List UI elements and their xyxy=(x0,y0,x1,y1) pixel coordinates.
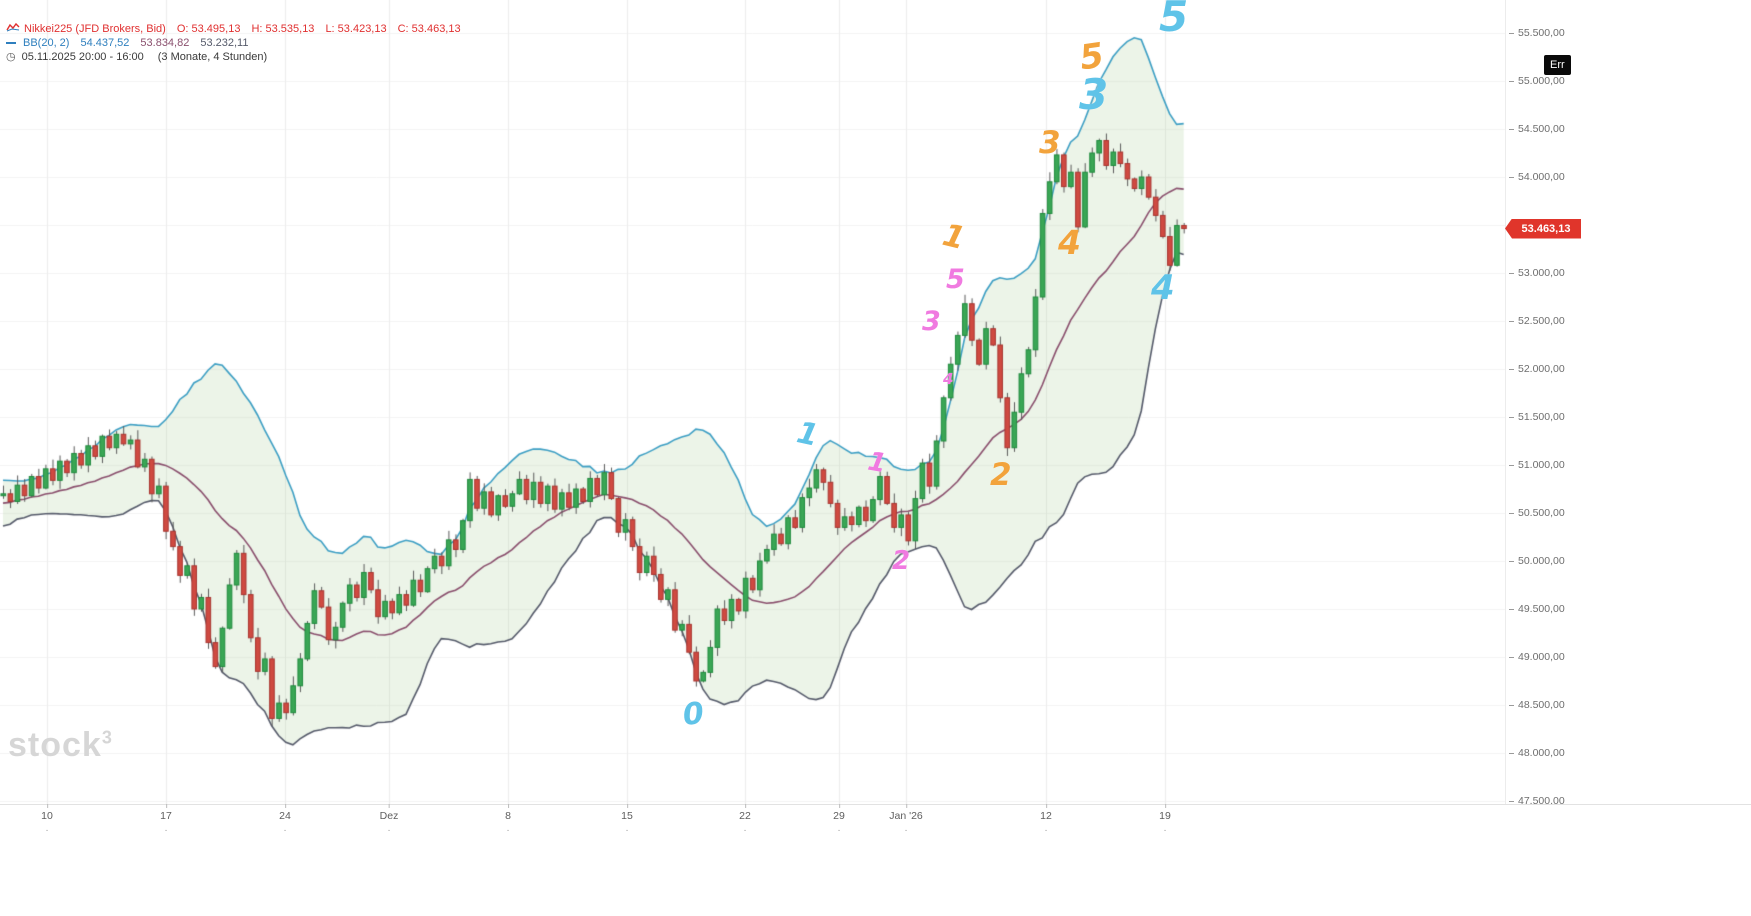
candlestick-chart[interactable] xyxy=(0,0,1505,804)
price-tick-label: 54.500,00 xyxy=(1509,123,1565,135)
price-tick-label: 55.000,00 xyxy=(1509,75,1565,87)
bb-lower-value: 53.232,11 xyxy=(200,37,249,49)
price-tick-label: 51.500,00 xyxy=(1509,411,1565,423)
price-tick-label: 48.500,00 xyxy=(1509,699,1565,711)
price-tick-label: 53.000,00 xyxy=(1509,267,1565,279)
bb-upper-value: 54.437,52 xyxy=(80,37,130,49)
price-tick-label: 48.000,00 xyxy=(1509,747,1565,759)
instrument-legend-row: Nikkei225 (JFD Brokers, Bid) O: 53.495,1… xyxy=(6,22,461,36)
wave-label[interactable]: 2 xyxy=(990,457,1012,493)
wave-label[interactable]: 3 xyxy=(1079,70,1109,119)
wave-label[interactable]: 4 xyxy=(943,370,954,388)
wave-label[interactable]: 0 xyxy=(681,696,706,733)
price-tick-label: 55.500,00 xyxy=(1509,27,1565,39)
time-tick-label: 8 xyxy=(505,804,511,822)
wave-label[interactable]: 2 xyxy=(892,546,911,576)
chart-legend: Nikkei225 (JFD Brokers, Bid) O: 53.495,1… xyxy=(6,22,461,64)
time-tick-label: 29 xyxy=(833,804,845,822)
bb-line-icon xyxy=(6,42,16,44)
price-tick-label: 52.000,00 xyxy=(1509,363,1565,375)
price-axis[interactable]: 55.500,0055.000,0054.500,0054.000,0053.5… xyxy=(1505,0,1751,807)
time-tick-label: 22 xyxy=(739,804,751,822)
time-tick-label: 12 xyxy=(1040,804,1052,822)
price-tick-label: 50.500,00 xyxy=(1509,507,1565,519)
watermark-text: stock xyxy=(8,726,102,764)
stock3-watermark: stock3 xyxy=(8,726,113,765)
timeframe-legend-row: ◷ 05.11.2025 20:00 - 16:00 (3 Monate, 4 … xyxy=(6,50,461,64)
watermark-sup: 3 xyxy=(101,727,113,748)
chart-datetime: 05.11.2025 20:00 - 16:00 xyxy=(21,51,144,63)
chart-timeframe: (3 Monate, 4 Stunden) xyxy=(157,51,268,63)
price-tick-label: 49.000,00 xyxy=(1509,651,1565,663)
bb-name[interactable]: BB(20, 2) xyxy=(23,37,70,49)
ohlc-low: L: 53.423,13 xyxy=(325,23,387,35)
time-tick-label: 10 xyxy=(41,804,53,822)
error-button[interactable]: Err xyxy=(1544,55,1571,75)
wave-label[interactable]: 3 xyxy=(922,306,941,337)
time-tick-label: 15 xyxy=(621,804,633,822)
indicator-legend-row: BB(20, 2) 54.437,52 53.834,82 53.232,11 xyxy=(6,36,461,50)
time-tick-label: 24 xyxy=(279,804,291,822)
current-price-tag: 53.463,13 xyxy=(1505,218,1581,239)
ohlc-close: C: 53.463,13 xyxy=(397,23,461,35)
wave-label[interactable]: 3 xyxy=(1039,125,1061,161)
ohlc-high: H: 53.535,13 xyxy=(251,23,315,35)
wave-label[interactable]: 4 xyxy=(1058,223,1081,262)
instrument-name[interactable]: Nikkei225 (JFD Brokers, Bid) xyxy=(24,23,166,35)
price-tick-label: 52.500,00 xyxy=(1509,315,1565,327)
wave-label[interactable]: 4 xyxy=(1151,268,1175,308)
current-price-value: 53.463,13 xyxy=(1521,222,1571,235)
time-tick-label: 19 xyxy=(1159,804,1171,822)
ohlc-open: O: 53.495,13 xyxy=(176,23,241,35)
bb-middle-value: 53.834,82 xyxy=(140,37,190,49)
wave-label[interactable]: 5 xyxy=(1077,35,1107,79)
clock-icon: ◷ xyxy=(6,51,16,63)
wave-label[interactable]: 5 xyxy=(946,264,965,295)
time-tick-label: Dez xyxy=(380,804,398,822)
time-axis[interactable]: 10 17 24 Dez 8 15 22 29 Jan '26 12 19 xyxy=(0,804,1751,916)
price-tick-label: 54.000,00 xyxy=(1509,171,1565,183)
price-tick-label: 49.500,00 xyxy=(1509,603,1565,615)
wave-label[interactable]: 5 xyxy=(1159,0,1189,41)
time-tick-label: 17 xyxy=(160,804,172,822)
instrument-icon xyxy=(6,22,20,36)
time-tick-label: Jan '26 xyxy=(889,804,923,822)
price-tick-label: 50.000,00 xyxy=(1509,555,1565,567)
price-tick-label: 51.000,00 xyxy=(1509,459,1565,471)
